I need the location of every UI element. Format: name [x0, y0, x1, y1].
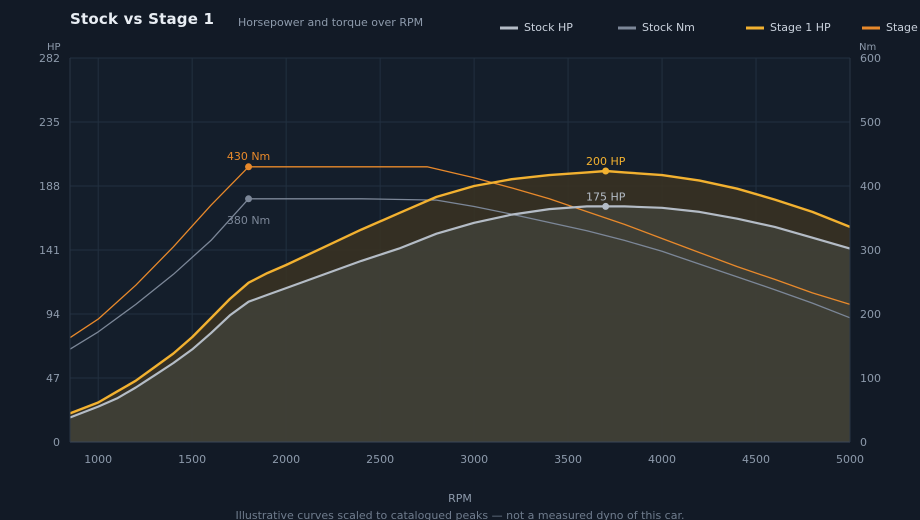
- y-right-tick-label: 200: [860, 308, 881, 321]
- y-right-tick-label: 400: [860, 180, 881, 193]
- y-left-tick-label: 0: [53, 436, 60, 449]
- x-tick-label: 3000: [460, 453, 488, 466]
- series-line-stock-nm: [69, 198, 851, 350]
- peak-marker: [245, 163, 253, 171]
- peak-label: 175 HP: [586, 190, 626, 203]
- x-tick-label: 3500: [554, 453, 582, 466]
- y-left-tick-label: 235: [39, 116, 60, 129]
- legend-label: Stock Nm: [642, 21, 695, 34]
- chart-subtitle: Horsepower and torque over RPM: [238, 16, 424, 29]
- y-right-tick-label: 600: [860, 52, 881, 65]
- peak-label: 380 Nm: [227, 214, 270, 227]
- x-tick-label: 2000: [272, 453, 300, 466]
- peak-marker: [602, 202, 610, 210]
- y-left-tick-label: 188: [39, 180, 60, 193]
- x-tick-label: 1000: [84, 453, 112, 466]
- footnote: Illustrative curves scaled to catalogued…: [236, 509, 685, 520]
- x-tick-label: 4000: [648, 453, 676, 466]
- series-lines: [69, 166, 851, 419]
- y-right-unit-label: Nm: [859, 42, 876, 53]
- y-right-tick-label: 300: [860, 244, 881, 257]
- y-left-tick-label: 94: [46, 308, 60, 321]
- chart-title: Stock vs Stage 1: [70, 10, 215, 28]
- y-left-tick-label: 282: [39, 52, 60, 65]
- legend-label: Stock HP: [524, 21, 573, 34]
- x-tick-label: 1500: [178, 453, 206, 466]
- x-tick-label: 2500: [366, 453, 394, 466]
- area-fills: [70, 171, 850, 442]
- axes: 1000 1500 2000 2500 3000 3500 4000 4500 50000479…: [39, 52, 881, 466]
- series-line-stock-hp: [69, 205, 851, 419]
- y-right-tick-label: 500: [860, 116, 881, 129]
- peak-marker: [602, 167, 610, 175]
- legend: Stock HP Stock Nm Stage 1 HP Stage 1 Nm: [500, 21, 920, 34]
- x-tick-label: 5000: [836, 453, 864, 466]
- x-axis-label: RPM: [448, 492, 472, 505]
- peak-label: 430 Nm: [227, 150, 270, 163]
- annotations: 200 HP 175 HP 430 Nm 380 Nm: [227, 150, 626, 227]
- legend-label: Stage 1 Nm: [886, 21, 920, 34]
- legend-label: Stage 1 HP: [770, 21, 831, 34]
- y-right-tick-label: 0: [860, 436, 867, 449]
- y-right-tick-label: 100: [860, 372, 881, 385]
- peak-label: 200 HP: [586, 155, 626, 168]
- series-line-stage-1-hp: [69, 169, 851, 415]
- y-left-tick-label: 47: [46, 372, 60, 385]
- x-tick-label: 4500: [742, 453, 770, 466]
- peak-marker: [245, 195, 253, 203]
- area-fill-stock-hp: [70, 206, 850, 442]
- y-left-tick-label: 141: [39, 244, 60, 257]
- y-left-unit-label: HP: [47, 42, 61, 53]
